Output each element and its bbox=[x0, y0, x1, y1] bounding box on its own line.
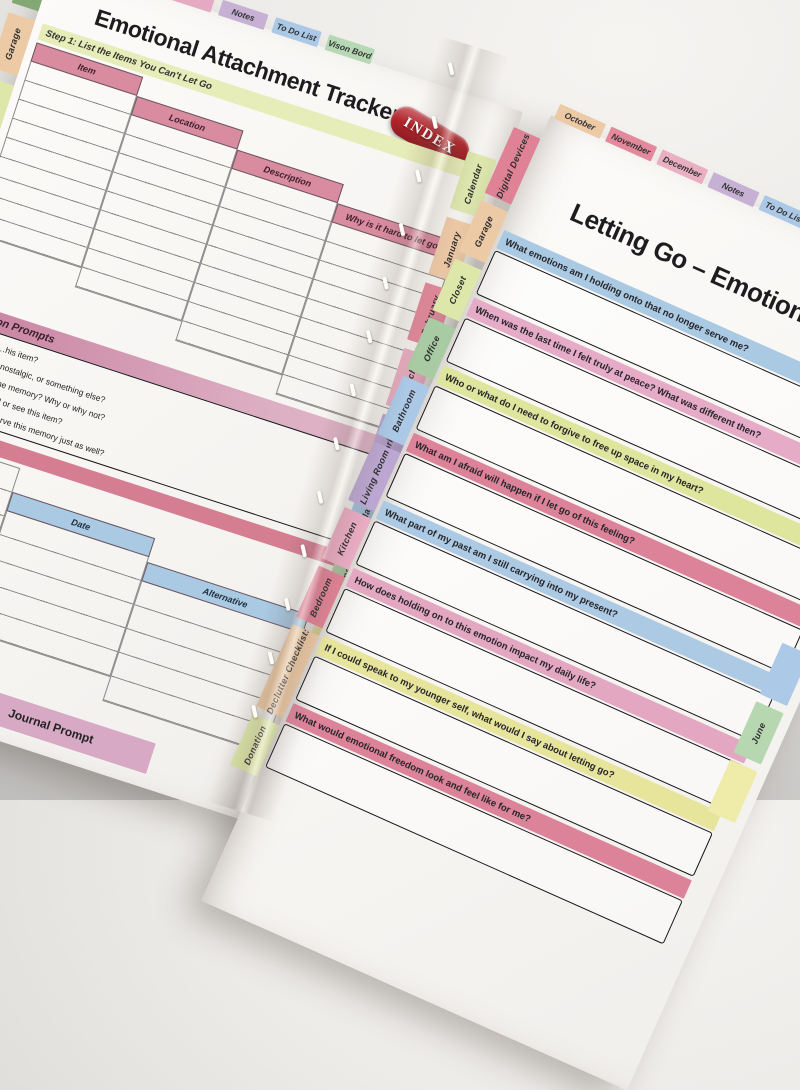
left-edge-tab bbox=[11, 0, 59, 12]
tab-december: December bbox=[656, 149, 709, 185]
banner-label: Journal Prompt bbox=[6, 705, 96, 747]
tab-notes: Notes bbox=[707, 172, 760, 208]
tab-label: Garage bbox=[3, 26, 23, 62]
tab-label: Bathroom bbox=[389, 387, 418, 434]
tab-label: Closet bbox=[446, 274, 468, 306]
tab-label: To Do List bbox=[763, 199, 800, 226]
tab-label: June bbox=[749, 720, 768, 746]
tab-label: November bbox=[610, 131, 653, 158]
tab-october: October bbox=[553, 103, 607, 139]
tab-label: Garage bbox=[471, 214, 495, 249]
tab-november: November bbox=[604, 126, 658, 162]
tab-to-do-list: To Do List bbox=[758, 194, 800, 230]
top-edge-tab bbox=[164, 0, 216, 13]
tab-label: Notes bbox=[230, 6, 257, 24]
tab-to-do-list: To Do List bbox=[271, 17, 322, 48]
tab-vison-bord: Vison Bord bbox=[324, 34, 376, 65]
tab-label: To Do List bbox=[275, 21, 318, 44]
tab-notes: Notes bbox=[217, 0, 269, 30]
tab-label: Notes bbox=[720, 180, 747, 200]
stitch bbox=[447, 62, 455, 76]
tab-label: December bbox=[661, 153, 704, 180]
tab-label: Donation bbox=[241, 723, 268, 767]
tab-label: Office bbox=[420, 333, 442, 364]
tab-label: Vison Bord bbox=[326, 37, 373, 62]
tab-label: Bedroom bbox=[307, 575, 334, 619]
tab-label: October bbox=[563, 110, 597, 133]
tab-label: Kitchen bbox=[334, 520, 359, 557]
